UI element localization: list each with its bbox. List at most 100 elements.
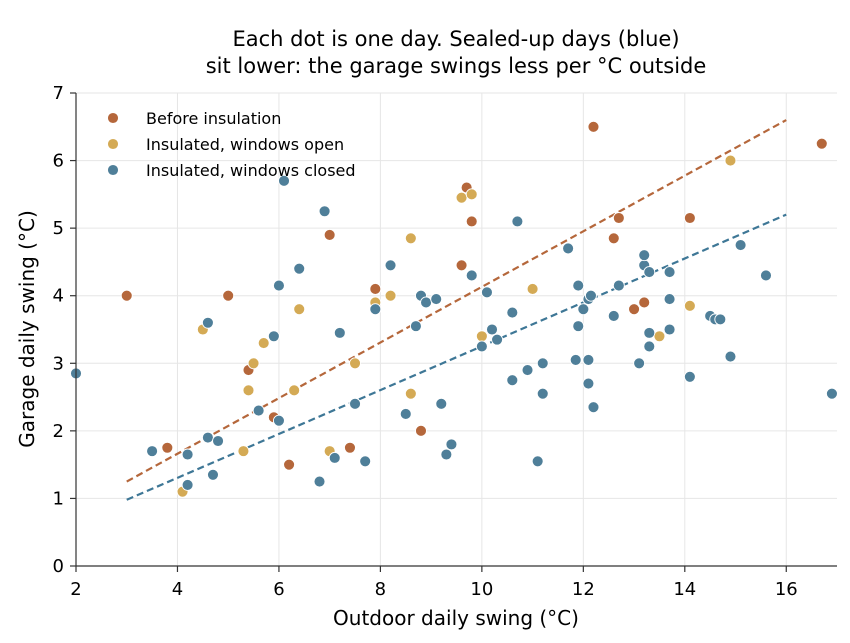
point-insulated-windows-closed bbox=[181, 478, 194, 491]
point-before-insulation bbox=[455, 259, 468, 272]
point-insulated-windows-closed bbox=[420, 296, 433, 309]
x-tick-label: 6 bbox=[273, 579, 284, 600]
point-before-insulation bbox=[815, 137, 828, 150]
point-insulated-windows-closed bbox=[399, 408, 412, 420]
legend-label-windows-closed: Insulated, windows closed bbox=[146, 161, 356, 180]
point-insulated-windows-open bbox=[404, 387, 417, 400]
point-insulated-windows-closed bbox=[369, 303, 382, 316]
point-insulated-windows-closed bbox=[359, 455, 372, 468]
y-axis-label: Garage daily swing (°C) bbox=[15, 210, 39, 447]
point-before-insulation bbox=[323, 228, 336, 241]
point-insulated-windows-closed bbox=[633, 357, 646, 370]
point-before-insulation bbox=[465, 215, 478, 228]
point-insulated-windows-open bbox=[724, 154, 737, 167]
point-insulated-windows-closed bbox=[612, 279, 625, 292]
point-insulated-windows-closed bbox=[440, 448, 453, 461]
point-insulated-windows-open bbox=[237, 445, 250, 458]
point-insulated-windows-closed bbox=[207, 468, 219, 481]
point-insulated-windows-closed bbox=[201, 316, 214, 329]
point-insulated-windows-closed bbox=[582, 377, 595, 390]
point-insulated-windows-closed bbox=[577, 303, 590, 316]
x-tick-label: 16 bbox=[775, 579, 798, 600]
point-insulated-windows-closed bbox=[569, 353, 582, 366]
x-tick-label: 2 bbox=[70, 579, 81, 600]
point-insulated-windows-open bbox=[475, 330, 488, 343]
point-insulated-windows-open bbox=[242, 384, 255, 397]
point-insulated-windows-closed bbox=[531, 455, 544, 468]
data-points bbox=[70, 120, 838, 498]
point-insulated-windows-closed bbox=[562, 242, 575, 255]
point-insulated-windows-closed bbox=[491, 333, 504, 346]
point-before-insulation bbox=[628, 303, 641, 316]
point-insulated-windows-closed bbox=[313, 475, 326, 488]
chart-title-line-1: Each dot is one day. Sealed-up days (blu… bbox=[232, 27, 679, 51]
point-insulated-windows-closed bbox=[724, 350, 737, 363]
point-insulated-windows-closed bbox=[201, 431, 214, 444]
point-before-insulation bbox=[415, 424, 427, 437]
point-insulated-windows-closed bbox=[465, 269, 478, 282]
x-tick-label: 10 bbox=[470, 579, 493, 600]
point-insulated-windows-closed bbox=[506, 306, 519, 319]
point-insulated-windows-closed bbox=[663, 266, 676, 279]
point-insulated-windows-closed bbox=[587, 401, 600, 414]
point-before-insulation bbox=[587, 120, 600, 133]
point-insulated-windows-closed bbox=[536, 387, 549, 400]
point-insulated-windows-closed bbox=[486, 323, 498, 336]
point-insulated-windows-closed bbox=[293, 262, 306, 275]
point-insulated-windows-closed bbox=[475, 340, 488, 353]
point-insulated-windows-closed bbox=[267, 330, 280, 343]
point-before-insulation bbox=[607, 232, 620, 245]
point-insulated-windows-open bbox=[293, 303, 306, 316]
legend-marker-before-insulation bbox=[107, 112, 119, 124]
point-insulated-windows-closed bbox=[643, 340, 656, 353]
point-before-insulation bbox=[369, 283, 382, 295]
point-insulated-windows-closed bbox=[714, 313, 727, 326]
legend-label-windows-open: Insulated, windows open bbox=[146, 135, 344, 154]
point-insulated-windows-closed bbox=[663, 293, 676, 306]
x-tick-label: 8 bbox=[375, 579, 386, 600]
chart-title-line-2: sit lower: the garage swings less per °C… bbox=[206, 54, 707, 78]
point-insulated-windows-open bbox=[384, 289, 397, 302]
point-insulated-windows-open bbox=[247, 357, 260, 370]
point-insulated-windows-open bbox=[465, 188, 478, 201]
point-insulated-windows-open bbox=[526, 283, 539, 295]
point-insulated-windows-closed bbox=[511, 215, 524, 228]
point-insulated-windows-open bbox=[257, 337, 270, 349]
y-tick-label: 6 bbox=[53, 151, 64, 172]
point-insulated-windows-closed bbox=[638, 249, 651, 262]
point-insulated-windows-open bbox=[683, 299, 696, 312]
point-before-insulation bbox=[344, 441, 356, 454]
point-insulated-windows-open bbox=[349, 357, 361, 370]
legend-marker-windows-open bbox=[107, 138, 119, 150]
point-insulated-windows-closed bbox=[333, 326, 346, 339]
point-insulated-windows-closed bbox=[181, 448, 194, 461]
point-insulated-windows-closed bbox=[582, 353, 595, 366]
point-insulated-windows-closed bbox=[643, 326, 656, 339]
y-tick-label: 0 bbox=[53, 556, 64, 577]
point-insulated-windows-closed bbox=[318, 205, 331, 218]
point-insulated-windows-closed bbox=[384, 259, 397, 272]
x-tick-label: 4 bbox=[172, 579, 183, 600]
point-insulated-windows-closed bbox=[272, 414, 285, 427]
point-insulated-windows-closed bbox=[825, 387, 838, 400]
point-insulated-windows-closed bbox=[430, 293, 443, 306]
trend-lines bbox=[126, 119, 787, 501]
point-insulated-windows-open bbox=[455, 191, 468, 204]
point-before-insulation bbox=[120, 289, 133, 302]
point-insulated-windows-closed bbox=[272, 279, 285, 292]
point-before-insulation bbox=[161, 441, 174, 454]
point-insulated-windows-closed bbox=[435, 397, 448, 410]
x-axis-label: Outdoor daily swing (°C) bbox=[333, 606, 579, 630]
point-insulated-windows-closed bbox=[683, 370, 696, 383]
point-insulated-windows-closed bbox=[349, 397, 361, 410]
point-insulated-windows-closed bbox=[252, 404, 265, 417]
point-before-insulation bbox=[222, 289, 235, 302]
point-insulated-windows-open bbox=[288, 384, 301, 397]
point-insulated-windows-closed bbox=[572, 279, 585, 292]
y-tick-label: 4 bbox=[53, 286, 64, 307]
point-before-insulation bbox=[638, 296, 651, 309]
point-insulated-windows-open bbox=[404, 232, 417, 245]
trend-line-before-insulation bbox=[126, 119, 787, 483]
point-insulated-windows-closed bbox=[445, 438, 458, 451]
